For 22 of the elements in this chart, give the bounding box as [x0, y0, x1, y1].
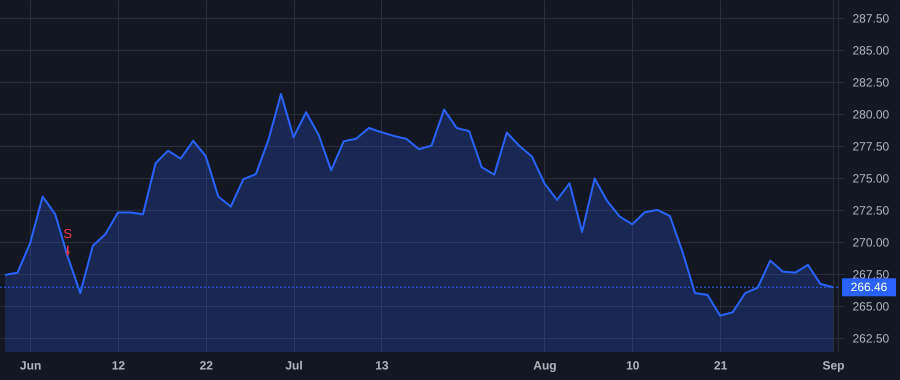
y-tick-label: 277.50	[852, 139, 890, 154]
y-tick-label: 282.50	[852, 75, 890, 90]
x-tick-label: Aug	[533, 358, 557, 372]
x-tick-label: 21	[714, 358, 728, 372]
y-tick-label: 267.50	[852, 267, 890, 282]
x-tick-label: Jun	[20, 358, 42, 372]
x-tick-label: 13	[375, 358, 389, 372]
x-tick-label: Jul	[285, 358, 303, 372]
y-tick-label: 270.00	[852, 235, 890, 250]
x-tick-label: 10	[626, 358, 640, 372]
x-tick-label: 12	[112, 358, 126, 372]
y-tick-label: 262.50	[852, 331, 890, 346]
ref-line-label: 266.46	[850, 280, 888, 294]
y-tick-label: 287.50	[852, 11, 890, 26]
series-label: S	[63, 226, 72, 241]
x-tick-label: 22	[200, 358, 214, 372]
y-tick-label: 285.00	[852, 43, 890, 58]
y-tick-label: 265.00	[852, 299, 890, 314]
y-tick-label: 275.00	[852, 171, 890, 186]
y-tick-label: 272.50	[852, 203, 890, 218]
y-tick-label: 280.00	[852, 107, 890, 122]
x-tick-label: Sep	[822, 358, 844, 372]
